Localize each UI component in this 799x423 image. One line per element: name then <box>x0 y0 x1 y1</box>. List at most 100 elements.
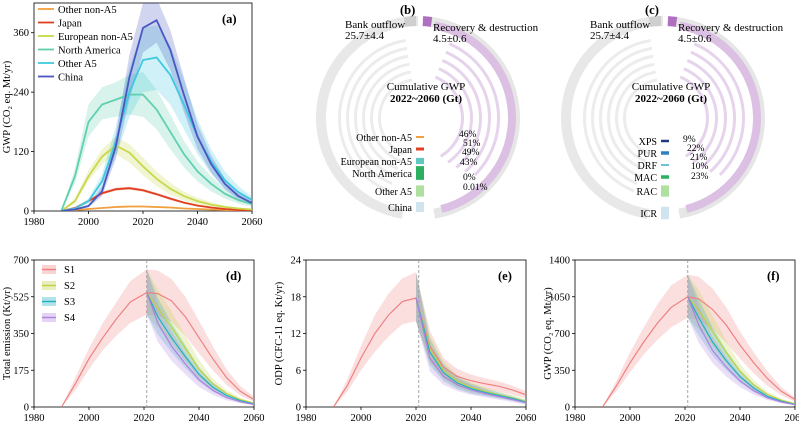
recovery-ribbon <box>434 75 464 158</box>
sector-bar-mac <box>661 175 669 179</box>
y-axis-label: GWP (CO₂ eq. Mt/yr) <box>2 60 13 153</box>
x-tick-label: 2000 <box>79 413 100 423</box>
uncertainty-band-other-a5 <box>61 25 252 211</box>
sector-bar-xps <box>661 139 669 143</box>
recovery-ribbon <box>693 42 745 176</box>
series-line-s2 <box>146 292 254 404</box>
series-line-china <box>61 19 252 211</box>
recovery-ribbon <box>441 59 482 169</box>
uncertainty-band-s4 <box>146 269 254 406</box>
y-tick-label: 1400 <box>549 256 570 267</box>
sector-percent: 23% <box>691 172 709 182</box>
x-tick-label: 2040 <box>189 413 210 423</box>
sector-bar-other-a5 <box>416 185 424 197</box>
legend-label: North America <box>58 46 121 57</box>
plot-area <box>332 272 526 407</box>
y-tick-label: 1050 <box>549 292 570 303</box>
legend-label: China <box>58 73 83 84</box>
uncertainty-band-s3 <box>687 274 795 406</box>
x-tick-label: 2040 <box>730 413 751 423</box>
uncertainty-band-s4 <box>416 272 526 405</box>
sector-percent: 46% <box>459 130 477 140</box>
legend-label: European non-A5 <box>58 32 133 43</box>
series-line-north-america <box>60 93 252 211</box>
bank-outflow-cap <box>403 16 417 27</box>
y-tick-label: 120 <box>13 147 29 158</box>
bank-outflow-ring <box>315 16 418 219</box>
y-tick-label: 360 <box>13 28 29 39</box>
sector-bar-japan <box>416 147 424 151</box>
center-subtitle: 2022~2060 (Gt) <box>390 93 462 105</box>
uncertainty-band-s1 <box>602 274 795 407</box>
series-line-other-a5 <box>61 56 252 211</box>
uncertainty-band-north-america <box>61 72 252 211</box>
series-line-s4 <box>146 292 254 406</box>
legend-label: S1 <box>64 265 75 276</box>
sector-label: MAC <box>634 173 657 184</box>
bank-outflow-ring <box>560 16 663 219</box>
y-tick-label: 350 <box>13 329 29 340</box>
plot-area <box>60 269 254 407</box>
recovery-cap <box>667 16 678 27</box>
sector-list: Other non-A5 46% Japan 51% European non-A5 49… <box>341 130 488 214</box>
y-tick-label: 6 <box>296 366 301 377</box>
uncertainty-band-china <box>61 3 252 211</box>
series-line-s1 <box>332 297 526 407</box>
sector-label: XPS <box>639 137 657 148</box>
y-tick-label: 0 <box>296 403 301 414</box>
recovery-value: 4.5±0.6 <box>678 33 712 45</box>
x-tick-label: 2020 <box>406 413 427 423</box>
y-tick-label: 24 <box>291 256 302 267</box>
panel-label: (e) <box>498 269 512 283</box>
sector-list: XPS 9% PUR 22% DRF 21% MAC 10% RAC 23% ICR <box>634 135 708 220</box>
panel-label: (f) <box>767 269 780 283</box>
bank-outflow-cap <box>648 16 662 27</box>
x-tick-label: 1980 <box>565 413 586 423</box>
y-tick-label: 700 <box>13 256 29 267</box>
series-line-s3 <box>415 297 526 403</box>
sector-label: European non-A5 <box>341 157 412 168</box>
x-tick-label: 2060 <box>242 217 263 228</box>
sector-label: ICR <box>640 209 657 220</box>
panel-a: 1980 2000 2020 2040 2060 0 120 240 360 GWP (CO₂ e… <box>2 2 263 228</box>
legend-label: S2 <box>64 281 75 292</box>
sector-bar-icr <box>661 206 669 220</box>
center-subtitle: 2022~2060 (Gt) <box>635 93 707 105</box>
legend-label: S3 <box>64 297 75 308</box>
x-tick-label: 2060 <box>516 413 537 423</box>
panel-label: (a) <box>222 12 237 26</box>
sector-label: Other A5 <box>375 187 412 198</box>
plot-area <box>601 274 795 407</box>
y-axis-label: Total emission (Kt/yr) <box>2 286 13 380</box>
panel-d: 1980 2000 2020 2040 2060 0 175 350 525 700 Total e… <box>2 256 265 423</box>
flow-ribbon <box>378 78 413 156</box>
panel-label: (c) <box>645 3 659 17</box>
y-tick-label: 700 <box>554 329 570 340</box>
panel-f: 1980 2000 2020 2040 2060 0 350 700 1050 1400 GWP (… <box>543 256 799 423</box>
x-tick-label: 1980 <box>24 217 45 228</box>
panel-label: (d) <box>226 269 241 283</box>
sector-bar-china <box>416 202 424 212</box>
x-tick-label: 2040 <box>187 217 208 228</box>
sector-percent: 0.01% <box>463 183 488 193</box>
legend-label: Other non-A5 <box>58 5 117 16</box>
series-line-s1 <box>60 291 254 407</box>
uncertainty-band-european-non-a5 <box>61 136 252 211</box>
recovery-ribbon <box>448 42 500 176</box>
sector-percent: 43% <box>460 158 478 168</box>
recovery-destruction-arc <box>434 21 516 213</box>
uncertainty-band-s3 <box>146 269 254 405</box>
recovery-value: 4.5±0.6 <box>433 33 467 45</box>
x-tick-label: 2020 <box>675 413 696 423</box>
sector-percent: 0% <box>463 173 476 183</box>
x-tick-label: 2040 <box>461 413 482 423</box>
uncertainty-band-s4 <box>687 274 795 406</box>
panel-label: (b) <box>400 3 415 17</box>
sector-percent: 51% <box>463 139 481 149</box>
legend-label: Japan <box>58 19 83 30</box>
uncertainty-band-s2 <box>687 274 795 405</box>
x-tick-label: 1980 <box>24 413 45 423</box>
x-tick-label: 2060 <box>785 413 799 423</box>
series-line-s1 <box>601 296 795 407</box>
sector-label: China <box>388 203 412 214</box>
